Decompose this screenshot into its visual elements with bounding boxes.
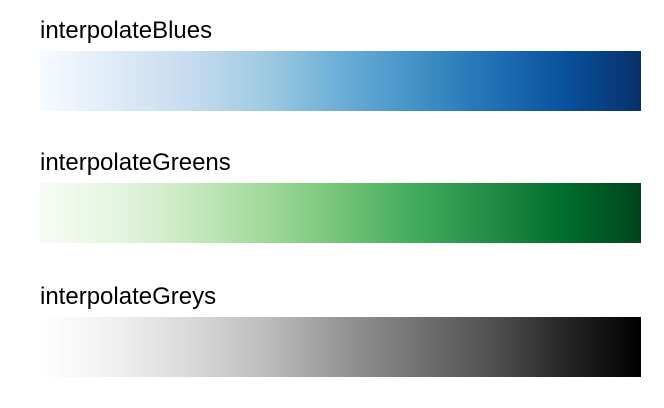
scale-label: interpolateGreens (40, 149, 231, 176)
gradient-bar (40, 51, 641, 111)
gradient-bar (40, 183, 641, 243)
scale-label: interpolateGreys (40, 283, 217, 310)
color-scale-greys: interpolateGreys (40, 281, 641, 377)
gradient-bar (40, 317, 641, 377)
color-scale-blues: interpolateBlues (40, 15, 641, 111)
scale-label: interpolateBlues (40, 17, 213, 44)
color-scale-greens: interpolateGreens (40, 147, 641, 243)
